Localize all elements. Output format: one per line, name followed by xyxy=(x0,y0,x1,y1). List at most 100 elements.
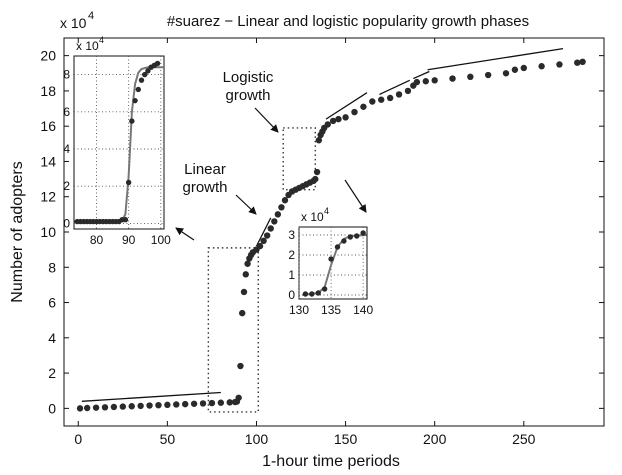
inset-y-tick-label: 0 xyxy=(63,216,70,230)
data-point xyxy=(128,403,135,410)
data-point xyxy=(312,175,319,183)
data-point xyxy=(511,66,519,73)
data-point xyxy=(190,400,198,407)
y-axis-label: Number of adopters xyxy=(9,161,26,302)
data-point xyxy=(256,242,264,250)
annotation-linear-line-2: growth xyxy=(182,179,227,196)
chart-title: #suarez − Linear and logistic popularity… xyxy=(167,13,529,30)
y-tick-label: 16 xyxy=(40,118,56,134)
annotation-linear: Linear growth xyxy=(182,161,227,196)
inset-right: 130 135 140 0 1 2 3 x 10 4 xyxy=(288,206,373,317)
inset-y-tick-label: 6 xyxy=(63,105,70,119)
inset-data-point xyxy=(334,244,341,250)
x-tick-label: 100 xyxy=(245,431,269,447)
inset-x-tick-label: 90 xyxy=(122,233,136,247)
inset-data-point xyxy=(122,216,129,223)
inset-x-tick-label: 135 xyxy=(321,303,341,317)
y-tick-label: 18 xyxy=(40,83,56,99)
inset-y-tick-label: 3 xyxy=(288,228,295,242)
arrows xyxy=(175,107,367,241)
data-point xyxy=(155,401,162,409)
inset-x-tick-label: 130 xyxy=(289,303,309,317)
data-point xyxy=(164,401,171,409)
data-point xyxy=(110,403,118,411)
data-point xyxy=(351,108,358,116)
inset-y-tick-label: 2 xyxy=(288,248,295,262)
inset-y-tick-label: 8 xyxy=(63,68,70,82)
x-axis-label: 1-hour time periods xyxy=(262,453,400,470)
data-point xyxy=(315,137,323,144)
data-point xyxy=(556,61,563,68)
data-point xyxy=(378,96,385,103)
inset-x-tick-label: 100 xyxy=(151,233,171,247)
data-point xyxy=(274,211,282,218)
arrow-to-inset-left xyxy=(175,227,195,241)
y-multiplier-label: x 10 4 xyxy=(60,10,94,31)
inset-data-point xyxy=(154,60,161,67)
inset-multiplier-exponent: 4 xyxy=(324,206,329,216)
inset-data-point xyxy=(354,233,360,239)
data-point xyxy=(119,403,127,410)
data-point xyxy=(502,70,510,77)
inset-multiplier-text: x 10 xyxy=(301,210,324,224)
data-point xyxy=(267,225,274,232)
data-point xyxy=(173,401,180,408)
data-point xyxy=(263,232,271,239)
data-point xyxy=(181,400,189,408)
inset-data-point xyxy=(302,291,309,297)
trend-line xyxy=(413,70,430,80)
data-point xyxy=(574,59,581,66)
annotation-linear-line-1: Linear xyxy=(184,161,226,178)
trend-line xyxy=(427,47,564,71)
data-point xyxy=(579,58,586,66)
y-tick-label: 2 xyxy=(48,365,56,381)
inset-multiplier-exponent: 4 xyxy=(99,35,104,45)
inset-data-point xyxy=(321,286,328,292)
data-point xyxy=(386,94,394,102)
data-point xyxy=(239,309,246,317)
data-point xyxy=(240,288,248,296)
data-point xyxy=(271,218,278,225)
arrow-logistic xyxy=(254,107,279,133)
data-point xyxy=(431,77,438,84)
data-point xyxy=(244,260,251,267)
y-tick-label: 14 xyxy=(40,153,56,169)
data-point xyxy=(520,64,528,72)
data-point xyxy=(199,400,207,407)
x-tick-label: 250 xyxy=(512,431,536,447)
inset-frame xyxy=(73,55,165,230)
trend-line xyxy=(81,391,221,402)
x-tick-label: 200 xyxy=(423,431,447,447)
inset-data-point xyxy=(138,77,145,83)
trend-lines xyxy=(81,47,564,402)
data-point xyxy=(242,271,249,278)
arrow-linear xyxy=(235,194,257,215)
data-point xyxy=(101,404,109,411)
inset-data-point xyxy=(145,68,151,74)
annotation-logistic-line-2: growth xyxy=(225,87,270,104)
data-point xyxy=(342,114,349,121)
y-tick-label: 10 xyxy=(40,224,56,240)
trend-line xyxy=(325,92,368,120)
inset-multiplier-text: x 10 xyxy=(76,39,99,53)
data-point xyxy=(208,399,216,407)
y-tick-label: 8 xyxy=(48,259,56,275)
data-point xyxy=(467,73,474,81)
inset-data-point xyxy=(142,71,148,78)
inset-data-point xyxy=(360,230,366,236)
data-point xyxy=(313,168,321,176)
y-multiplier-text: x 10 xyxy=(60,15,87,31)
data-point xyxy=(484,71,492,79)
x-tick-label: 50 xyxy=(160,431,176,447)
data-point xyxy=(235,394,242,401)
x-tick-label: 150 xyxy=(334,431,358,447)
y-tick-label: 20 xyxy=(40,48,56,64)
y-multiplier-exponent: 4 xyxy=(88,10,94,22)
data-point xyxy=(335,115,342,123)
data-point xyxy=(281,197,289,204)
annotation-logistic-line-1: Logistic xyxy=(223,69,274,86)
inset-data-point xyxy=(132,97,138,104)
